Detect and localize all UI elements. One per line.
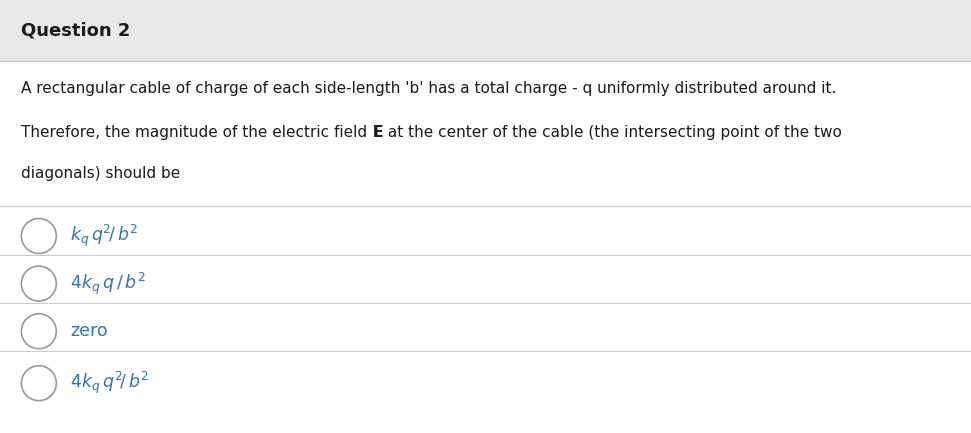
Text: $\mathit{k}_q\,\mathit{q}^2\!/\,\mathit{b}^2$: $\mathit{k}_q\,\mathit{q}^2\!/\,\mathit{… [70,223,138,249]
Text: $\mathit{4k}_q\,\mathit{q}^2\!/\,\mathit{b}^2$: $\mathit{4k}_q\,\mathit{q}^2\!/\,\mathit… [70,370,149,396]
Text: E: E [372,125,383,139]
Text: zero: zero [70,322,108,340]
Text: A rectangular cable of charge of each side-length 'b' has a total charge - q uni: A rectangular cable of charge of each si… [21,81,837,96]
Text: at the center of the cable (the intersecting point of the two: at the center of the cable (the intersec… [383,125,842,139]
FancyBboxPatch shape [0,0,971,61]
Text: Therefore, the magnitude of the electric field: Therefore, the magnitude of the electric… [21,125,372,139]
Text: E: E [372,125,383,139]
Text: Question 2: Question 2 [21,21,131,39]
Text: diagonals) should be: diagonals) should be [21,166,181,181]
Text: $\mathit{4k}_q\,\mathit{q}\,/\,\mathit{b}^2$: $\mathit{4k}_q\,\mathit{q}\,/\,\mathit{b… [70,271,146,297]
